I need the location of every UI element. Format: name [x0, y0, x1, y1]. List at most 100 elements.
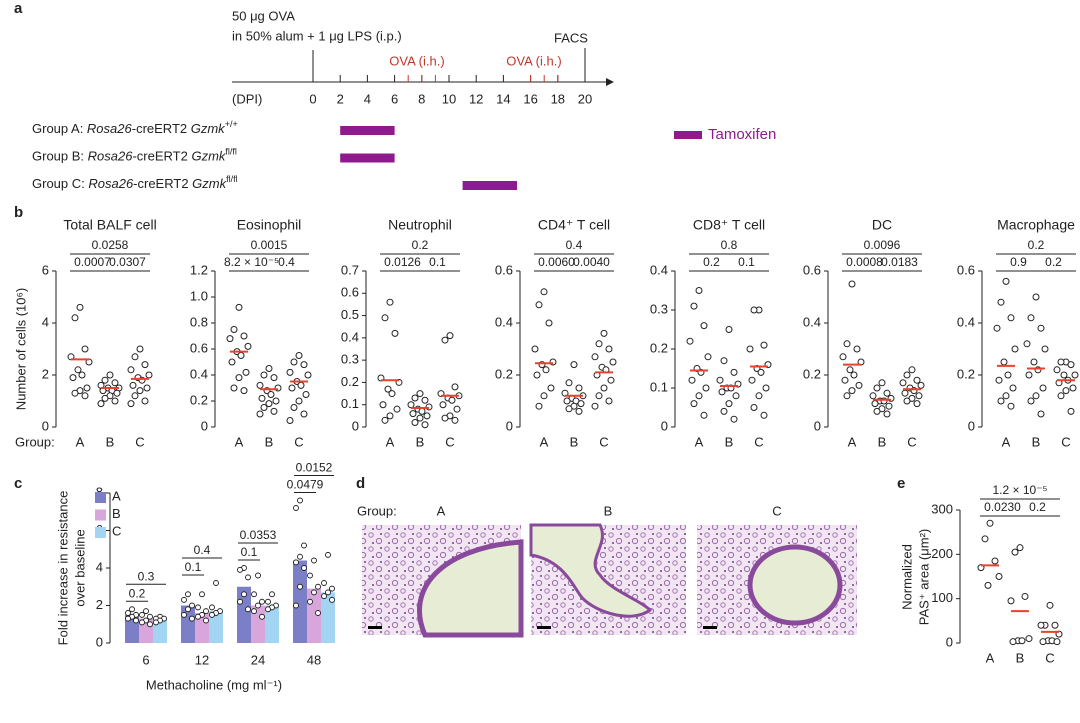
- data-point: [563, 397, 571, 405]
- data-point: [725, 400, 733, 408]
- data-point: [565, 405, 573, 413]
- data-point: [1053, 638, 1061, 646]
- x-tick-label: C: [294, 434, 303, 449]
- construct: -creERT2: [133, 176, 192, 191]
- y-tick-label: 0: [661, 418, 668, 433]
- group-description: Group B: Rosa26-creERT2 Gzmkfl/fl: [32, 147, 237, 164]
- timeline-tick-label: 16: [523, 91, 537, 106]
- data-point: [760, 411, 768, 419]
- chart-title: CD4⁺ T cell: [538, 217, 610, 233]
- x-tick-label: B: [416, 434, 425, 449]
- data-point: [1060, 371, 1068, 379]
- y-tick-label: 2: [42, 366, 49, 381]
- panel-label: b: [14, 204, 23, 221]
- data-point: [605, 345, 613, 353]
- data-point: [301, 565, 307, 571]
- y-tick-label: 0.4: [803, 314, 821, 329]
- data-point: [181, 596, 187, 603]
- data-point: [605, 397, 613, 405]
- p-value: 0.0230: [984, 500, 1021, 514]
- p-value: 0.2: [1028, 238, 1045, 252]
- data-point: [883, 389, 891, 397]
- x-tick-label: B: [570, 434, 579, 449]
- data-point: [1046, 601, 1054, 609]
- data-point: [984, 581, 992, 589]
- p-value: 0.1: [185, 560, 202, 574]
- y-tick-label: 300: [931, 501, 953, 516]
- p-value: 8.2 × 10⁻⁵: [224, 255, 279, 269]
- gene: Gzmk: [192, 176, 227, 191]
- y-tick-label: 4: [96, 559, 103, 574]
- data-point: [272, 397, 280, 405]
- data-point: [997, 298, 1005, 306]
- data-point: [903, 371, 911, 379]
- data-point: [1023, 340, 1031, 348]
- p-value: 0.0183: [881, 255, 918, 269]
- data-point: [1004, 371, 1012, 379]
- data-point: [1011, 345, 1019, 353]
- data-point: [237, 598, 243, 605]
- data-point: [315, 610, 321, 616]
- chart-title: Macrophage: [997, 217, 1075, 233]
- data-point: [1032, 392, 1040, 400]
- x-tick-label: C: [754, 434, 763, 449]
- data-point: [1039, 384, 1047, 392]
- y-tick-label: 0.6: [190, 340, 208, 355]
- data-point: [251, 608, 257, 615]
- data-point: [270, 374, 278, 382]
- data-point: [1021, 592, 1029, 600]
- data-point: [213, 580, 219, 586]
- data-point: [203, 608, 209, 615]
- panel-label: d: [356, 475, 365, 492]
- data-point: [748, 376, 756, 384]
- data-point: [106, 371, 114, 379]
- data-point: [843, 392, 851, 400]
- timeline-tick-label: 10: [442, 91, 456, 106]
- y-tick-label: 0.6: [803, 262, 821, 277]
- data-point: [143, 384, 151, 392]
- injection-text: in 50% alum + 1 μg LPS (i.p.): [232, 28, 402, 43]
- data-point: [203, 617, 209, 624]
- data-point: [686, 337, 694, 345]
- data-point: [1037, 410, 1045, 418]
- data-point: [1051, 621, 1059, 629]
- data-point: [760, 341, 768, 349]
- x-tick-label: C: [907, 434, 916, 449]
- legend-label: Tamoxifen: [708, 126, 776, 143]
- data-point: [133, 617, 139, 624]
- timeline-tick-label: 14: [496, 91, 510, 106]
- data-point: [750, 306, 758, 314]
- x-tick-label: B: [1032, 434, 1041, 449]
- data-point: [76, 303, 84, 311]
- data-point: [423, 412, 431, 420]
- data-point: [607, 376, 615, 384]
- data-point: [325, 551, 331, 558]
- data-point: [209, 611, 215, 618]
- facs-label: FACS: [554, 30, 588, 45]
- data-point: [755, 392, 763, 400]
- data-point: [255, 602, 261, 609]
- data-point: [386, 298, 394, 306]
- data-point: [903, 397, 911, 405]
- y-tick-label: 0: [96, 634, 103, 649]
- data-point: [720, 357, 728, 365]
- data-point: [1032, 293, 1040, 301]
- data-point: [388, 390, 396, 398]
- data-point: [300, 361, 308, 369]
- p-value: 0.0258: [92, 238, 129, 252]
- data-point: [600, 329, 608, 337]
- data-point: [181, 611, 187, 618]
- x-tick-label: C: [1061, 434, 1070, 449]
- p-value: 0.2: [129, 586, 146, 600]
- data-point: [111, 397, 119, 405]
- data-point: [189, 615, 195, 622]
- bar: [321, 592, 335, 643]
- data-point: [1016, 544, 1024, 552]
- data-point: [125, 610, 131, 616]
- tamoxifen-bar: [462, 181, 517, 190]
- tamoxifen-bar: [340, 153, 395, 163]
- data-point: [245, 574, 251, 581]
- data-point: [841, 376, 849, 384]
- data-point: [147, 613, 153, 620]
- construct: -creERT2: [132, 121, 191, 136]
